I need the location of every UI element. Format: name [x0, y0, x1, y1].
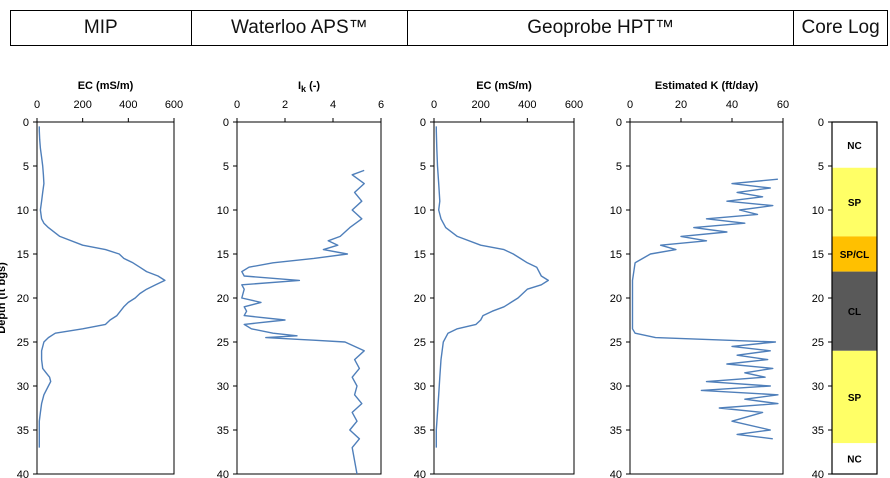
y-tick-label: 15	[414, 249, 426, 261]
header-cell-core-log: Core Log	[801, 17, 880, 38]
series-line	[241, 169, 365, 475]
y-tick-label: 0	[818, 117, 824, 129]
y-tick-label: 20	[414, 293, 426, 305]
y-tick-label: 40	[610, 469, 622, 478]
core-layer	[832, 236, 877, 272]
core-layer-label: SP/CL	[840, 250, 869, 261]
x-tick-label: 600	[565, 99, 583, 111]
y-tick-label: 5	[223, 161, 229, 173]
y-tick-label: 40	[414, 469, 426, 478]
core-layer-label: SP	[848, 198, 862, 209]
y-tick-label: 20	[610, 293, 622, 305]
y-tick-label: 30	[414, 381, 426, 393]
x-tick-label: 0	[627, 99, 633, 111]
y-tick-label: 0	[23, 117, 29, 129]
y-tick-label: 10	[812, 205, 824, 217]
x-tick-label: 60	[777, 99, 789, 111]
plot-frame	[629, 121, 784, 475]
chart-core-log: 0 5 10 15 20 25 30 35 40 NC SP SP/CL CL SP NC	[812, 117, 878, 478]
chart-title: EC (mS/m)	[476, 80, 532, 92]
y-tick-label: 40	[812, 469, 824, 478]
y-tick-label: 25	[17, 337, 29, 349]
core-log-frame	[831, 121, 878, 475]
y-tick-label: 15	[217, 249, 229, 261]
y-tick-label: 5	[616, 161, 622, 173]
y-tick-label: 10	[217, 205, 229, 217]
y-tick-label: 0	[420, 117, 426, 129]
x-tick-label: 0	[234, 99, 240, 111]
header-cell-geoprobe-hpt: Geoprobe HPT™	[408, 11, 795, 45]
plot-frame	[36, 121, 175, 475]
y-tick-label: 30	[217, 381, 229, 393]
core-layer	[832, 122, 877, 168]
x-tick-label: 20	[675, 99, 687, 111]
y-tick-label: 25	[414, 337, 426, 349]
chart-aps-ik: 0 5 10 15 20 25 30 35 40 0 2 4 6 Ik (-)	[217, 80, 384, 478]
y-tick-label: 35	[17, 425, 29, 437]
chart-title: Estimated K (ft/day)	[655, 80, 759, 92]
y-tick-label: 10	[610, 205, 622, 217]
core-layer	[832, 350, 877, 444]
header-cell-waterloo-aps: Waterloo APS™	[192, 11, 409, 45]
series-line	[435, 126, 549, 448]
chart-hpt-estimated-k: 0 5 10 15 20 25 30 35 40 0 20 40 60 Estimated K (ft/d…	[610, 80, 789, 478]
core-layer	[832, 443, 877, 474]
y-tick-label: 40	[217, 469, 229, 478]
y-tick-label: 25	[812, 337, 824, 349]
y-tick-label: 20	[217, 293, 229, 305]
y-tick-label: 30	[17, 381, 29, 393]
chart-title: Ik (-)	[298, 80, 320, 94]
x-tick-label: 4	[330, 99, 336, 111]
x-tick-label: 2	[282, 99, 288, 111]
y-tick-label: 5	[23, 161, 29, 173]
y-tick-label: 25	[217, 337, 229, 349]
y-tick-label: 15	[812, 249, 824, 261]
y-tick-label: 0	[223, 117, 229, 129]
x-tick-label: 40	[726, 99, 738, 111]
plot-frame	[236, 121, 382, 475]
y-tick-label: 25	[610, 337, 622, 349]
header-cell-mip: MIP	[11, 11, 192, 45]
x-tick-label: 400	[119, 99, 137, 111]
x-tick-label: 600	[165, 99, 183, 111]
x-tick-label: 400	[518, 99, 536, 111]
y-tick-label: 40	[17, 469, 29, 478]
x-tick-label: 6	[378, 99, 384, 111]
y-tick-label: 5	[420, 161, 426, 173]
x-tick-label: 0	[34, 99, 40, 111]
y-tick-label: 10	[17, 205, 29, 217]
core-layer-label: CL	[848, 307, 861, 318]
y-tick-label: 35	[414, 425, 426, 437]
y-axis-label: Depth (ft bgs)	[0, 262, 8, 334]
core-layer	[832, 271, 877, 351]
x-tick-label: 200	[471, 99, 489, 111]
series-line	[631, 178, 779, 440]
chart-title: EC (mS/m)	[78, 80, 134, 92]
y-tick-label: 15	[610, 249, 622, 261]
method-header-table: MIP Waterloo APS™ Geoprobe HPT™ Core Log	[10, 10, 888, 46]
y-tick-label: 30	[812, 381, 824, 393]
core-layer	[832, 167, 877, 237]
y-tick-label: 20	[17, 293, 29, 305]
y-tick-label: 15	[17, 249, 29, 261]
x-tick-label: 200	[73, 99, 91, 111]
y-tick-label: 35	[217, 425, 229, 437]
x-tick-label: 0	[431, 99, 437, 111]
y-tick-label: 5	[818, 161, 824, 173]
plot-frame	[433, 121, 575, 475]
core-layer-label: SP	[848, 393, 862, 404]
y-tick-label: 20	[812, 293, 824, 305]
y-tick-label: 35	[610, 425, 622, 437]
y-tick-label: 30	[610, 381, 622, 393]
series-line	[38, 126, 166, 448]
y-tick-label: 35	[812, 425, 824, 437]
y-tick-label: 0	[616, 117, 622, 129]
core-layer-label: NC	[847, 455, 861, 466]
y-tick-label: 10	[414, 205, 426, 217]
core-layer-label: NC	[847, 141, 861, 152]
